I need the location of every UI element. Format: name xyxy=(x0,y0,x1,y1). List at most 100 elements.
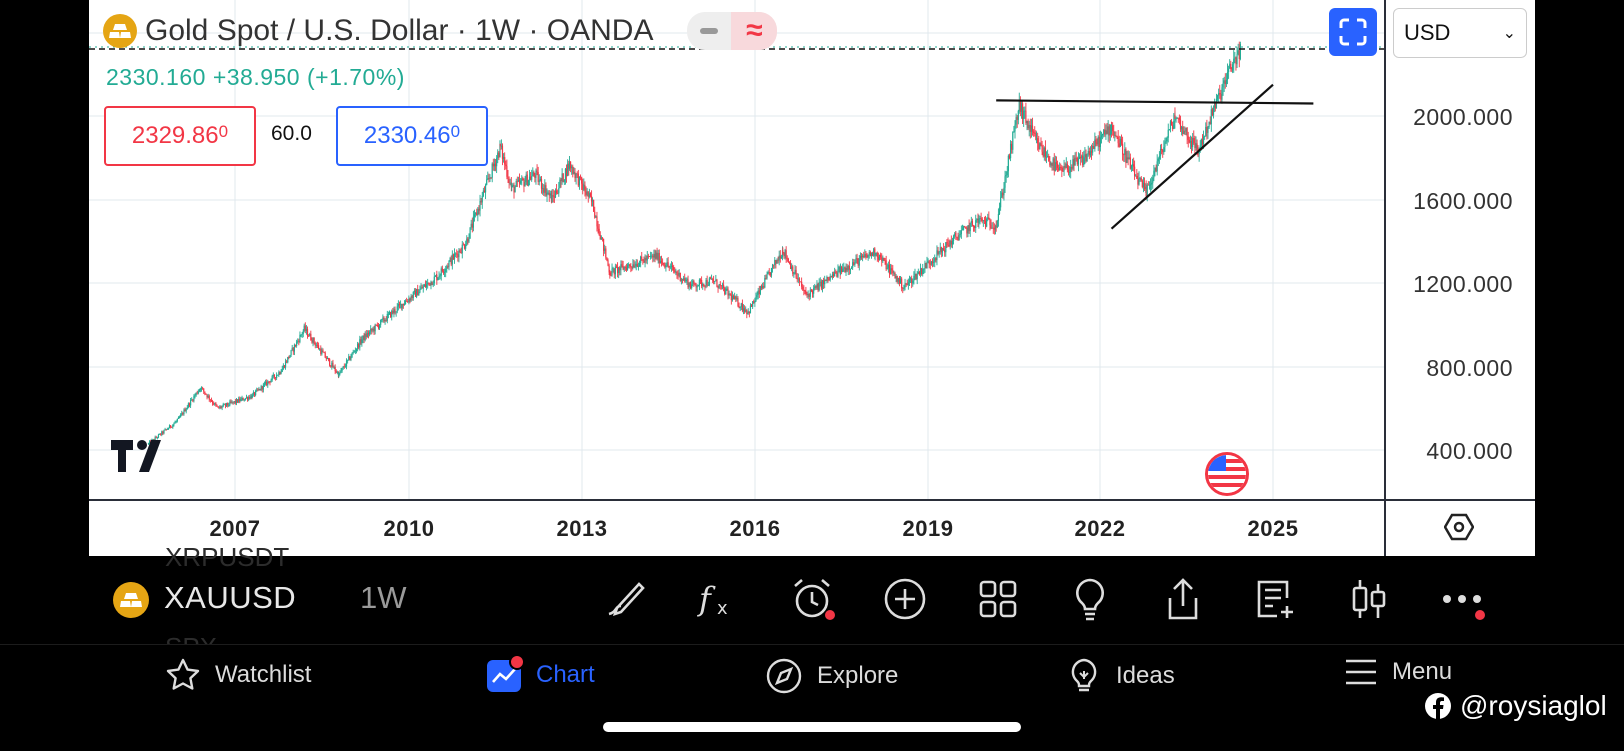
candle-body xyxy=(706,280,708,286)
sell-button[interactable]: 2329.86 0 xyxy=(104,106,256,166)
candle-body xyxy=(191,399,193,401)
candle-body xyxy=(331,362,333,367)
candle-body xyxy=(455,253,457,255)
ideas-icon[interactable] xyxy=(1067,576,1113,622)
candle-body xyxy=(1216,95,1219,99)
candle-body xyxy=(161,431,163,435)
collapse-icon[interactable] xyxy=(687,12,731,50)
price-scale[interactable]: 2000.000 1600.000 1200.000 800.000 400.0… xyxy=(1385,0,1535,500)
nav-chart[interactable]: Chart xyxy=(486,654,595,693)
candle-body xyxy=(499,143,501,158)
candle-body xyxy=(390,312,392,318)
candle-body xyxy=(942,248,945,251)
timeframe-button[interactable]: 1W xyxy=(360,580,407,615)
candle-body xyxy=(1233,58,1235,65)
candle-body xyxy=(288,356,290,358)
candle-body xyxy=(293,344,296,352)
candle-body xyxy=(225,402,228,406)
candle-body xyxy=(493,163,496,167)
wave-icon[interactable]: ≈ xyxy=(731,12,778,50)
buy-button[interactable]: 2330.46 0 xyxy=(336,106,488,166)
candle-body xyxy=(912,280,914,284)
candle-body xyxy=(297,340,299,342)
candle-body xyxy=(211,401,214,404)
candle-body xyxy=(448,261,450,267)
nav-watchlist[interactable]: Watchlist xyxy=(165,657,311,693)
candle-body xyxy=(260,386,262,391)
candle-body xyxy=(998,207,1001,214)
candle-body xyxy=(987,217,989,220)
candle-body xyxy=(1152,177,1154,183)
candle-body xyxy=(599,234,601,240)
candle-body xyxy=(1072,159,1074,169)
candle-body xyxy=(827,276,829,280)
candles-icon[interactable] xyxy=(1346,576,1392,622)
draw-icon[interactable] xyxy=(603,576,649,622)
candle-body xyxy=(1035,133,1037,141)
candle-body xyxy=(976,218,978,221)
candle-body xyxy=(1187,136,1189,140)
candle-body xyxy=(606,257,608,261)
candle-body xyxy=(286,361,288,363)
more-icon[interactable] xyxy=(1439,576,1485,622)
candle-body xyxy=(818,282,820,291)
time-label: 2025 xyxy=(1247,516,1299,541)
add-icon[interactable] xyxy=(882,576,928,622)
candle-body xyxy=(515,180,517,187)
candle-body xyxy=(1013,131,1015,133)
candle-body xyxy=(797,278,799,280)
candle-body xyxy=(278,372,280,375)
candle-body xyxy=(208,395,210,400)
alert-icon[interactable] xyxy=(789,576,835,622)
candle-body xyxy=(323,352,325,354)
candle-body xyxy=(940,247,942,253)
candle-body xyxy=(613,268,615,275)
candle-body xyxy=(1041,145,1043,152)
candle-body xyxy=(730,294,732,301)
candle-body xyxy=(334,366,336,372)
candle-body xyxy=(594,211,596,218)
candle-body xyxy=(1162,149,1164,153)
chart-settings-icon[interactable] xyxy=(1443,512,1475,547)
candle-body xyxy=(854,262,856,265)
candle-body xyxy=(585,191,587,195)
candle-body xyxy=(417,289,419,296)
candle-body xyxy=(296,341,298,346)
candle-body xyxy=(510,182,512,188)
currency-select[interactable]: USD ⌄ xyxy=(1393,8,1527,58)
symbol-legend[interactable]: Gold Spot / U.S. Dollar · 1W · OANDA ≈ xyxy=(103,12,778,50)
layout-icon[interactable] xyxy=(975,576,1021,622)
candle-body xyxy=(327,357,330,360)
nav-ideas[interactable]: Ideas xyxy=(1066,657,1175,695)
fullscreen-button[interactable] xyxy=(1329,8,1377,56)
candle-body xyxy=(977,218,979,223)
candle-body xyxy=(1020,103,1023,112)
candle-body xyxy=(756,294,758,297)
share-icon[interactable] xyxy=(1160,576,1206,622)
candle-body xyxy=(956,236,958,238)
candle-body xyxy=(560,179,562,182)
candle-body xyxy=(835,271,837,273)
us-flag-icon[interactable] xyxy=(1205,452,1249,496)
nav-menu[interactable]: Menu xyxy=(1344,657,1452,687)
candle-body xyxy=(513,185,515,193)
time-label: 2007 xyxy=(209,516,261,541)
candle-body xyxy=(1062,171,1064,172)
candle-body xyxy=(568,161,571,169)
price-chart[interactable] xyxy=(89,0,1384,500)
notes-icon[interactable] xyxy=(1253,576,1299,622)
candle-body xyxy=(1089,151,1092,156)
candle-body xyxy=(826,276,828,281)
candle-body xyxy=(360,339,362,344)
candle-body xyxy=(859,255,862,259)
candle-body xyxy=(563,179,565,182)
symbol-button[interactable]: XAUUSD xyxy=(164,580,297,615)
nav-explore[interactable]: Explore xyxy=(765,657,898,695)
chart-area[interactable]: 2000.000 1600.000 1200.000 800.000 400.0… xyxy=(89,0,1535,556)
candle-body xyxy=(995,226,997,228)
candle-body xyxy=(1071,166,1073,169)
legend-toggle[interactable]: ≈ xyxy=(687,12,778,50)
candle-body xyxy=(950,240,952,245)
candle-body xyxy=(380,319,382,325)
